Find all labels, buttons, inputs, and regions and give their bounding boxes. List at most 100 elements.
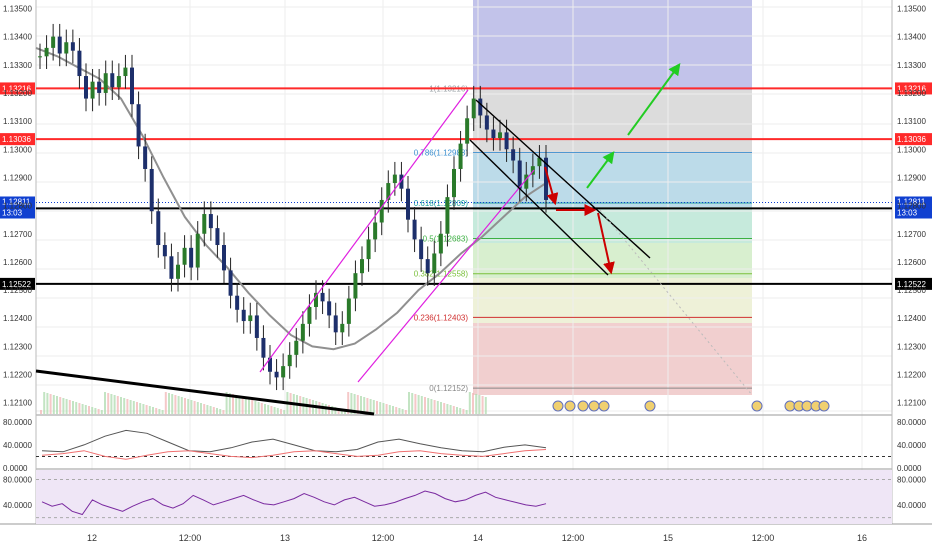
- red-down-arrow: [544, 166, 559, 206]
- candle-body: [136, 104, 141, 147]
- volume-bar: [81, 404, 84, 414]
- osc2-tick-right: 80.0000: [897, 476, 926, 485]
- candle-body: [84, 76, 88, 99]
- volume-bar: [251, 400, 254, 414]
- support-trendline: [35, 369, 375, 416]
- volume-bar: [283, 410, 286, 414]
- volume-bar: [72, 401, 74, 414]
- volume-bar: [193, 401, 196, 414]
- volume-bar: [212, 407, 215, 414]
- candle-body: [386, 183, 391, 200]
- fib-zone-gray: [473, 90, 752, 154]
- event-icon: [564, 400, 576, 412]
- volume-bar: [340, 409, 343, 414]
- candle-body: [346, 298, 351, 324]
- volume-bar: [248, 399, 250, 414]
- volume-bar: [449, 405, 452, 414]
- candle-body: [471, 98, 476, 119]
- osc1-line-b: [41, 449, 547, 460]
- volume-bar: [184, 398, 186, 414]
- candle-body: [90, 81, 95, 99]
- y-tick-right: 1.12100: [897, 399, 926, 408]
- volume-bar: [456, 407, 458, 414]
- candle-body: [241, 309, 246, 322]
- candle-body: [333, 315, 338, 333]
- volume-bar: [206, 405, 209, 414]
- key-level-badge-right: [895, 277, 932, 290]
- candle-body: [123, 67, 128, 77]
- candle-body: [268, 357, 272, 372]
- volume-bar: [40, 410, 42, 414]
- event-icon: [751, 400, 763, 412]
- volume-bar: [465, 410, 468, 414]
- volume-bar: [376, 401, 378, 414]
- volume-bar: [196, 402, 199, 414]
- volume-bar: [142, 404, 145, 414]
- volume-bar: [116, 396, 119, 414]
- volume-bar: [430, 399, 433, 414]
- red-down-arrow: [597, 212, 615, 275]
- candle-body: [406, 188, 410, 220]
- osc2-line: [41, 490, 547, 516]
- volume-bar: [436, 401, 439, 414]
- volume-bar: [356, 395, 359, 414]
- volume-bar: [404, 410, 407, 414]
- candle-body: [445, 197, 450, 234]
- volume-bar: [411, 393, 414, 414]
- volume-bar: [235, 395, 238, 414]
- candle-body: [44, 47, 49, 57]
- candle-body: [294, 340, 299, 355]
- price-badge-label-right: 13:03: [897, 208, 918, 217]
- candle-body: [149, 168, 154, 212]
- candle-body: [314, 292, 318, 307]
- volume-bar: [372, 400, 375, 414]
- volume-bar: [113, 395, 116, 414]
- volume-bar: [424, 397, 426, 414]
- volume-bar: [388, 405, 391, 414]
- x-tick: 12:00: [372, 533, 395, 543]
- volume-bar: [171, 394, 174, 414]
- volume-bar: [190, 400, 193, 414]
- y-tick-left: 1.13000: [3, 145, 32, 154]
- volume-bar: [238, 396, 241, 414]
- volume-bar: [414, 394, 417, 414]
- volume-bar: [260, 403, 263, 414]
- event-icon: [644, 400, 656, 412]
- price-badge-left: [0, 196, 35, 208]
- volume-bar: [62, 398, 65, 414]
- candle-body: [517, 160, 522, 189]
- y-tick-left: 1.13100: [3, 117, 32, 126]
- volume-bar: [187, 399, 190, 414]
- volume-bar: [209, 406, 212, 414]
- candle-body: [425, 259, 430, 274]
- volume-bar: [136, 402, 138, 414]
- volume-bar: [408, 392, 410, 414]
- descending-channel-lower: [469, 139, 609, 276]
- volume-bar: [366, 398, 369, 414]
- key-level-badge-left: [0, 277, 35, 290]
- y-tick-left: 1.12900: [3, 173, 32, 182]
- y-tick-left: 1.13200: [3, 89, 32, 98]
- volume-bar: [462, 409, 465, 414]
- y-tick-right: 1.13400: [897, 33, 926, 42]
- candle-body: [51, 36, 56, 48]
- candle-body: [274, 371, 279, 378]
- candle-body: [320, 292, 325, 302]
- fib-level-label: 0.236(1.12403): [414, 313, 469, 322]
- price-badge-right: [895, 207, 932, 219]
- candle-body: [399, 174, 404, 189]
- candle-body: [353, 273, 358, 299]
- candle-body: [261, 337, 266, 358]
- volume-bar: [350, 393, 353, 414]
- key-level-label-right: 1.13216: [897, 84, 926, 93]
- volume-bar: [232, 394, 234, 414]
- volume-bar: [161, 410, 164, 414]
- candle-body: [156, 211, 161, 246]
- osc1-tick-right: 0.0000: [897, 464, 922, 473]
- candle-body: [366, 239, 371, 260]
- y-tick-right: 1.12600: [897, 258, 926, 267]
- volume-bar: [433, 400, 436, 414]
- candle-body: [176, 264, 180, 279]
- y-tick-left: 1.13300: [3, 61, 32, 70]
